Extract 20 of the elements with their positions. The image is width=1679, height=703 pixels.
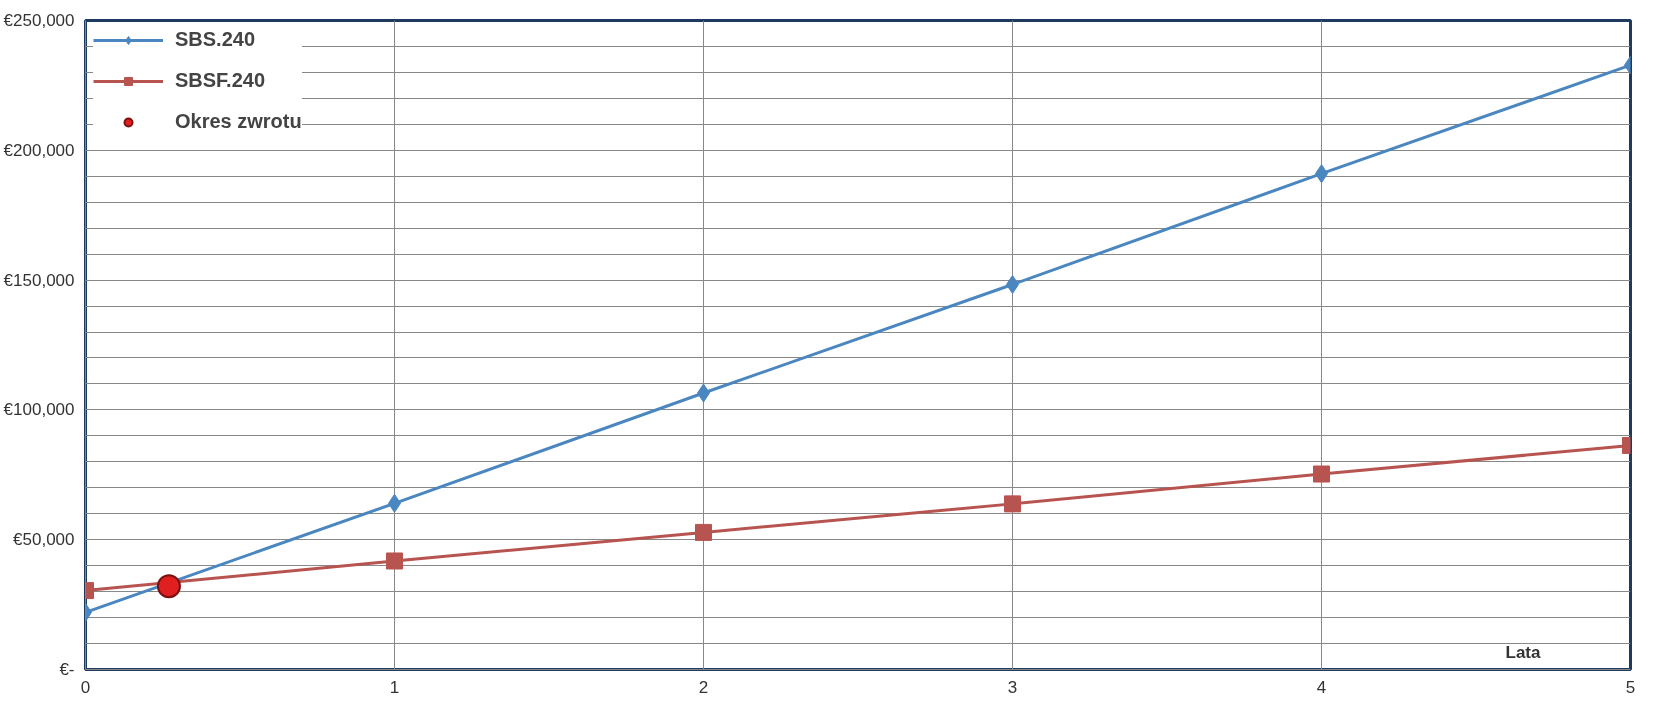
- y-tick-label: €150,000: [3, 270, 75, 290]
- legend-label: Okres zwrotu: [175, 110, 302, 133]
- y-tick-label: €250,000: [3, 11, 75, 30]
- x-tick-label: 1: [389, 677, 400, 697]
- legend-label: SBSF.240: [175, 69, 266, 92]
- y-tick-label: €100,000: [3, 400, 75, 420]
- x-tick-label: 2: [698, 677, 709, 697]
- x-tick-label: 5: [1625, 677, 1636, 697]
- y-tick-label: €-: [59, 660, 75, 679]
- point: [695, 523, 712, 541]
- x-tick-label: 3: [1007, 677, 1018, 697]
- x-tick-label: 0: [80, 677, 91, 697]
- point: [1004, 495, 1021, 513]
- x-axis-title: Lata: [1505, 642, 1541, 662]
- legend-label: SBS.240: [175, 28, 256, 51]
- y-tick-label: €200,000: [3, 140, 75, 160]
- point: [1313, 465, 1330, 483]
- point: [386, 552, 403, 570]
- y-tick-label: €50,000: [13, 530, 75, 550]
- x-tick-label: 4: [1316, 677, 1327, 697]
